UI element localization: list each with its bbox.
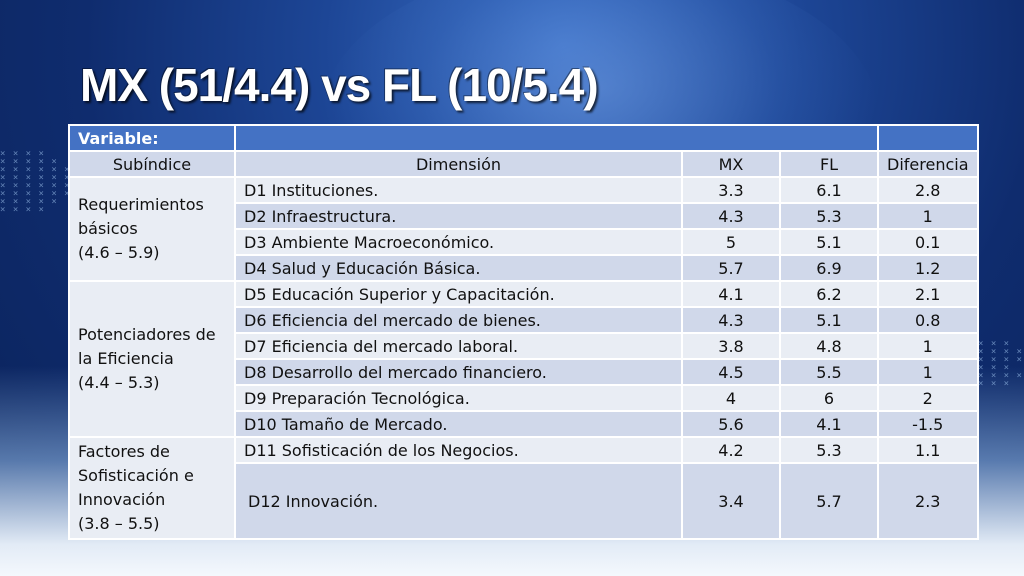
- table-row: Requerimientos básicos (4.6 – 5.9) D1 In…: [68, 176, 979, 282]
- subindex-cell: Potenciadores de la Eficiencia (4.4 – 5.…: [68, 280, 236, 438]
- fl-value: 4.8: [779, 332, 879, 360]
- table-row: D4 Salud y Educación Básica. 5.7 6.9 1.2: [69, 254, 979, 282]
- comparison-table: Variable: Subíndice Dimensión MX FL Dife…: [68, 124, 979, 540]
- difference-value: 2.1: [877, 280, 979, 308]
- dimension-cell: D2 Infraestructura.: [234, 202, 683, 230]
- difference-value: 0.8: [877, 306, 979, 334]
- dot-pattern-left: × × × × × × × × × × × × × × × × × × × × × ×…: [0, 149, 84, 215]
- mx-value: 5.7: [681, 254, 781, 282]
- mx-value: 4: [681, 384, 781, 412]
- column-header: FL: [779, 150, 879, 178]
- table-row: D3 Ambiente Macroeconómico. 5 5.1 0.1: [69, 228, 979, 256]
- dimension-cell: D8 Desarrollo del mercado financiero.: [234, 358, 683, 386]
- subindex-range: (3.8 – 5.5): [78, 514, 160, 533]
- subindex-cell: Requerimientos básicos (4.6 – 5.9): [68, 176, 236, 282]
- column-header: MX: [681, 150, 781, 178]
- subindex-line: básicos: [78, 219, 138, 238]
- difference-value: 2.3: [877, 462, 979, 540]
- table-row: D6 Eficiencia del mercado de bienes. 4.3…: [69, 306, 979, 334]
- mx-value: 3.3: [681, 176, 781, 204]
- subindex-line: la Eficiencia: [78, 349, 174, 368]
- fl-value: 5.3: [779, 436, 879, 464]
- fl-value: 5.3: [779, 202, 879, 230]
- column-header: Diferencia: [877, 150, 979, 178]
- mx-value: 5.6: [681, 410, 781, 438]
- table-row: D9 Preparación Tecnológica. 4 6 2: [69, 384, 979, 412]
- subindex-line: Sofisticación e: [78, 466, 194, 485]
- dimension-cell: D7 Eficiencia del mercado laboral.: [234, 332, 683, 360]
- slide-title: MX (51/4.4) vs FL (10/5.4): [80, 59, 599, 111]
- subindex-cell: Factores de Sofisticación e Innovación (…: [68, 436, 236, 540]
- subindex-line: Innovación: [78, 490, 166, 509]
- column-header: Dimensión: [234, 150, 683, 178]
- difference-value: 1: [877, 202, 979, 230]
- difference-value: 1.1: [877, 436, 979, 464]
- table-row: Potenciadores de la Eficiencia (4.4 – 5.…: [68, 280, 979, 438]
- dimension-cell: D4 Salud y Educación Básica.: [234, 254, 683, 282]
- mx-value: 3.4: [681, 462, 781, 540]
- difference-value: 2.8: [877, 176, 979, 204]
- mx-value: 4.5: [681, 358, 781, 386]
- fl-value: 5.1: [779, 228, 879, 256]
- dimension-cell: D3 Ambiente Macroeconómico.: [234, 228, 683, 256]
- dimension-cell: D9 Preparación Tecnológica.: [234, 384, 683, 412]
- difference-value: 1.2: [877, 254, 979, 282]
- subindex-line: Potenciadores de: [78, 325, 216, 344]
- mx-value: 5: [681, 228, 781, 256]
- difference-value: 1: [877, 332, 979, 360]
- difference-value: 0.1: [877, 228, 979, 256]
- fl-value: 6.1: [779, 176, 879, 204]
- column-header: Subíndice: [68, 150, 236, 178]
- fl-value: 6.9: [779, 254, 879, 282]
- subindex-line: Factores de: [78, 442, 170, 461]
- table-row: D8 Desarrollo del mercado financiero. 4.…: [69, 358, 979, 386]
- fl-value: 6: [779, 384, 879, 412]
- dimension-cell: D6 Eficiencia del mercado de bienes.: [234, 306, 683, 334]
- table-row: D2 Infraestructura. 4.3 5.3 1: [69, 202, 979, 230]
- mx-value: 4.2: [681, 436, 781, 464]
- header-blank: [234, 124, 879, 152]
- dimension-cell: D12 Innovación.: [234, 462, 683, 540]
- fl-value: 4.1: [779, 410, 879, 438]
- table-row: D7 Eficiencia del mercado laboral. 3.8 4…: [69, 332, 979, 360]
- mx-value: 4.1: [681, 280, 781, 308]
- subindex-range: (4.4 – 5.3): [78, 373, 160, 392]
- dimension-cell: D10 Tamaño de Mercado.: [234, 410, 683, 438]
- difference-value: -1.5: [877, 410, 979, 438]
- mx-value: 4.3: [681, 306, 781, 334]
- fl-value: 5.7: [779, 462, 879, 540]
- difference-value: 1: [877, 358, 979, 386]
- fl-value: 5.5: [779, 358, 879, 386]
- header-row: Variable:: [68, 124, 979, 152]
- header-blank: [877, 124, 979, 152]
- variable-label: Variable:: [68, 124, 236, 152]
- column-header-row: Subíndice Dimensión MX FL Diferencia: [68, 150, 979, 178]
- subindex-line: Requerimientos: [78, 195, 204, 214]
- mx-value: 3.8: [681, 332, 781, 360]
- table-row: D12 Innovación. 3.4 5.7 2.3: [69, 462, 979, 540]
- mx-value: 4.3: [681, 202, 781, 230]
- difference-value: 2: [877, 384, 979, 412]
- dimension-cell: D5 Educación Superior y Capacitación.: [234, 280, 683, 308]
- fl-value: 5.1: [779, 306, 879, 334]
- dimension-cell: D11 Sofisticación de los Negocios.: [234, 436, 683, 464]
- table-row: Factores de Sofisticación e Innovación (…: [68, 436, 979, 540]
- fl-value: 6.2: [779, 280, 879, 308]
- subindex-range: (4.6 – 5.9): [78, 243, 160, 262]
- dimension-cell: D1 Instituciones.: [234, 176, 683, 204]
- table-row: D10 Tamaño de Mercado. 5.6 4.1 -1.5: [69, 410, 979, 438]
